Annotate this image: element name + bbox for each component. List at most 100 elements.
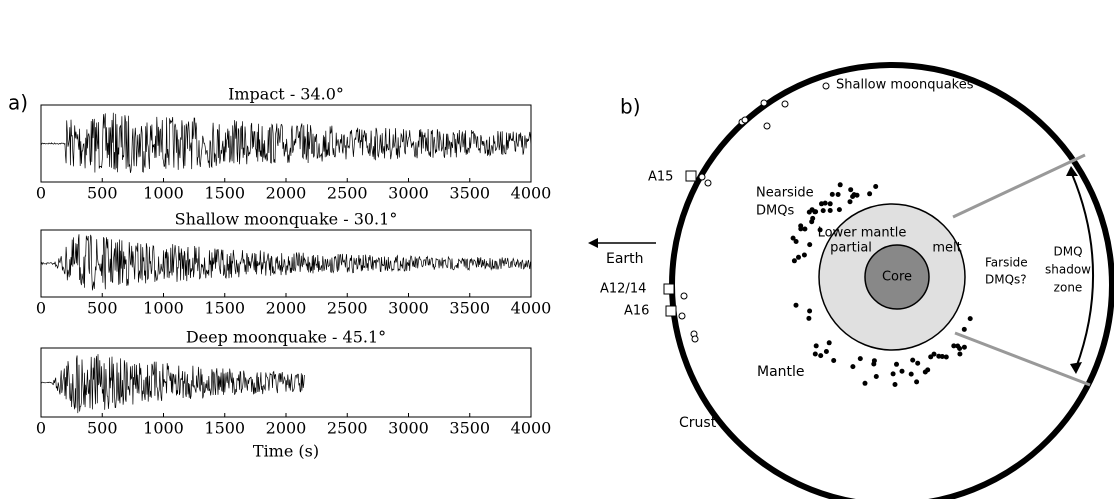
dmq-dot xyxy=(943,354,949,360)
dmq-dot xyxy=(931,351,937,357)
x-tick-label: 500 xyxy=(87,299,118,318)
moon-diagram: b) Shallow moonquakes A15 A12/14 A16 Ear… xyxy=(588,62,1114,499)
dmq-dot xyxy=(820,208,826,214)
dmq-dot xyxy=(837,182,843,188)
dmq-dot xyxy=(862,380,868,386)
shallow-moonquake xyxy=(763,122,771,130)
dmq-dot xyxy=(823,349,829,354)
label: DMQs? xyxy=(985,273,1027,287)
x-tick-label: 2500 xyxy=(327,419,368,438)
dmq-dot xyxy=(802,226,808,232)
x-tick-label: 0 xyxy=(36,299,46,318)
dmq-dot xyxy=(957,346,963,351)
shadow-boundary xyxy=(954,331,1091,387)
waveform xyxy=(40,354,305,414)
x-tick-label: 4000 xyxy=(511,299,552,318)
dmq-dot xyxy=(810,215,816,221)
shallow-moonquake xyxy=(760,99,768,107)
core xyxy=(864,244,930,310)
label: Mantle xyxy=(757,364,805,380)
label: A15 xyxy=(648,170,673,185)
dmq-dot xyxy=(817,227,823,233)
x-tick-label: 1000 xyxy=(143,184,184,203)
station xyxy=(663,283,675,295)
dmq-dot xyxy=(936,353,942,359)
x-tick-label: 500 xyxy=(87,419,118,438)
dmq-dot xyxy=(818,353,824,359)
dmq-dot xyxy=(894,361,899,367)
dmq-dot xyxy=(801,252,807,258)
dmq-dot xyxy=(899,368,905,374)
x-tick-label: 2500 xyxy=(327,299,368,318)
shallow-moonquake xyxy=(781,100,789,108)
dmq-dot xyxy=(851,192,857,198)
waveform xyxy=(40,112,532,173)
label: Crust xyxy=(679,415,717,431)
arrow-head xyxy=(588,238,598,248)
shallow-moonquake xyxy=(822,82,830,90)
label: Nearside xyxy=(756,186,814,201)
label: zone xyxy=(1054,281,1083,295)
seismograms: Impact - 34.0° 0 500 1000 1500 2000 2500 3000 35… xyxy=(36,85,551,438)
station xyxy=(685,170,697,182)
x-tick-label: 500 xyxy=(87,184,118,203)
x-tick-label: 3500 xyxy=(449,419,490,438)
x-tick-label: 0 xyxy=(36,419,46,438)
dmq-dot xyxy=(890,371,896,377)
label: A12/14 xyxy=(600,282,646,297)
label: A16 xyxy=(624,304,649,319)
dmq-dot xyxy=(796,254,801,260)
label: Lower mantle xyxy=(818,226,907,241)
label: DMQs xyxy=(756,204,794,219)
dmq-dot xyxy=(925,367,931,373)
shallow-moonquake xyxy=(741,116,749,124)
dmq-dot xyxy=(836,207,842,213)
dmq-dot xyxy=(892,382,898,387)
dmq-dot xyxy=(819,201,824,207)
dmq-dot xyxy=(848,187,854,193)
dmq-dot xyxy=(928,354,934,360)
x-tick-label: 2000 xyxy=(266,184,307,203)
dmq-dot xyxy=(961,326,967,332)
dmq-dot xyxy=(957,351,963,357)
shallow-moonquake xyxy=(698,173,706,181)
dmq-dot xyxy=(961,344,967,350)
dmq-dot xyxy=(850,364,856,370)
x-tick-label: 3500 xyxy=(449,299,490,318)
dmq-dot xyxy=(791,258,797,264)
dmq-dot xyxy=(827,208,833,213)
dmq-dot xyxy=(793,239,799,244)
dmq-dot xyxy=(871,361,877,367)
label: Farside xyxy=(985,256,1028,270)
dmq-dot xyxy=(857,356,863,362)
x-tick-label: 1500 xyxy=(204,419,245,438)
dmq-dot xyxy=(822,200,828,206)
x-axis-label: Time (s) xyxy=(253,442,319,461)
label: Earth xyxy=(606,251,644,267)
waveform xyxy=(40,234,532,291)
dmq-dot xyxy=(807,242,813,248)
x-tick-label: 1500 xyxy=(204,299,245,318)
label: Shallow moonquakes xyxy=(836,78,974,93)
dmq-dot xyxy=(915,360,921,366)
x-tick-label: 0 xyxy=(36,184,46,203)
panel-label: a) xyxy=(8,91,28,115)
x-tick-label: 2000 xyxy=(266,419,307,438)
x-tick-label: 1000 xyxy=(143,419,184,438)
dmq-dot xyxy=(951,343,957,349)
shallow-moonquake xyxy=(680,292,688,300)
label: Core xyxy=(882,270,912,285)
dmq-dot xyxy=(831,358,837,363)
shallow-moonquake xyxy=(678,312,686,320)
panel-label: b) xyxy=(620,95,641,119)
x-tick-label: 1500 xyxy=(204,184,245,203)
dmq-dot xyxy=(867,191,873,197)
x-tick-label: 3500 xyxy=(449,184,490,203)
dmq-dot xyxy=(812,351,818,357)
label: melt xyxy=(932,241,961,256)
shadow-boundary xyxy=(952,153,1086,219)
dmq-dot xyxy=(829,191,835,197)
x-tick-label: 2500 xyxy=(327,184,368,203)
dmq-dot xyxy=(835,192,841,197)
